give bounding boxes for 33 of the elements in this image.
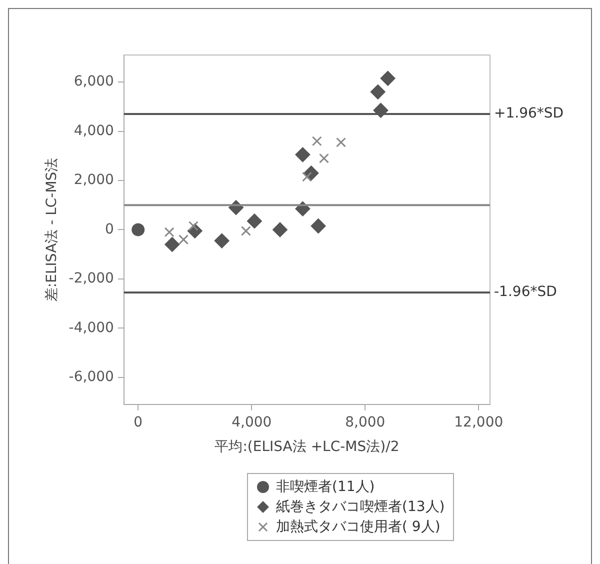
ref-line-label: -1.96*SD [494,284,557,300]
ref-line-label: +1.96*SD [494,106,564,122]
point [336,137,346,148]
y-tick-label: 6,000 [74,74,114,90]
point [178,234,189,245]
point [164,227,174,238]
point [132,223,145,236]
point [312,136,322,146]
point [164,236,180,252]
point [295,147,310,162]
point [319,153,329,164]
x-tick-label: 8,000 [345,414,386,430]
point [246,214,262,229]
point [272,222,288,238]
point [240,226,251,236]
y-tick-label: -2,000 [68,270,114,287]
point [214,233,230,248]
point [310,218,326,234]
x-axis-title: 平均:(ELISA法 +LC-MS法)/2 [214,439,400,456]
y-tick-label: -6,000 [68,368,114,385]
x-tick-label: 12,000 [454,414,504,430]
legend-label: 紙巻きタバコ喫煙者(13人) [276,498,445,517]
y-axis-title: 差:ELISA法 - LC-MS法 [44,158,60,302]
y-tick-label: 2,000 [74,172,114,188]
legend-label: 非喫煙者(11人) [276,478,375,497]
point [370,84,386,100]
y-tick-label: 0 [105,221,114,238]
x-tick-label: 4,000 [232,414,272,430]
y-tick-label: -4,000 [68,320,114,336]
x-tick-label: 0 [134,414,143,430]
legend-label: 加熱式タバコ使用者( 9人) [276,518,440,537]
y-tick-label: 4,000 [74,122,114,139]
point [380,70,396,86]
